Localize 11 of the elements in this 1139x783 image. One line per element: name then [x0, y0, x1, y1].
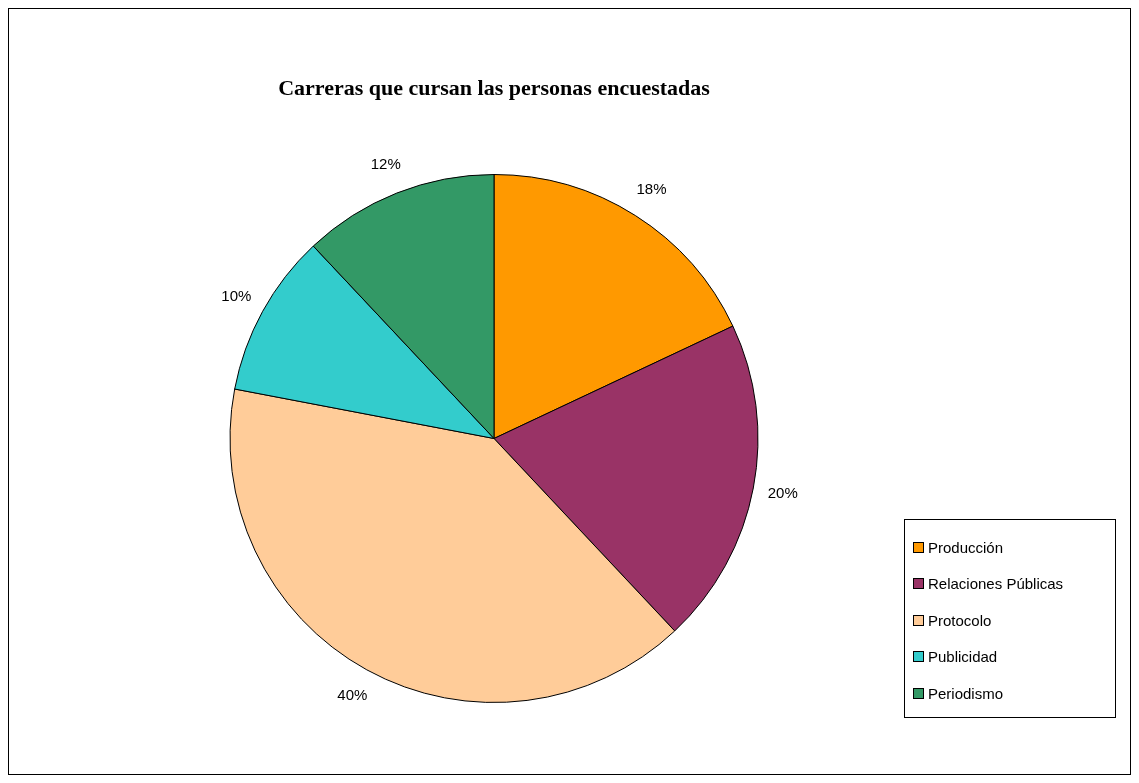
legend-label: Relaciones Públicas: [928, 575, 1064, 593]
legend-label: Protocolo: [928, 611, 992, 629]
legend-label: Producción: [928, 538, 1004, 556]
legend-label: Publicidad: [928, 648, 998, 666]
data-label: 20%: [767, 483, 798, 501]
data-label: 10%: [221, 287, 252, 305]
data-label: 18%: [636, 180, 667, 198]
data-label: 40%: [337, 686, 368, 704]
legend-label: Periodismo: [928, 684, 1004, 702]
data-label: 12%: [370, 155, 401, 173]
chart-title: Carreras que cursan las personas encuestadas: [278, 74, 711, 100]
